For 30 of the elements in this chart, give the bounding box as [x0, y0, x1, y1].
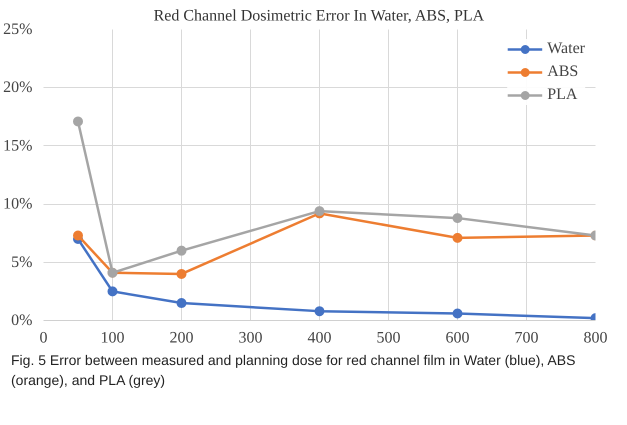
point — [73, 230, 83, 241]
point — [176, 246, 186, 256]
point — [73, 116, 83, 126]
y-tick-label: 20% — [3, 79, 32, 96]
point — [108, 286, 118, 296]
x-tick-label: 200 — [170, 330, 194, 346]
point — [314, 306, 324, 316]
caption: Fig. 5 Error between measured and planning dose for red channel film in Water (blue), ABS (orange), and PLA (grey) — [11, 351, 576, 390]
x-tick-label: 300 — [238, 330, 262, 346]
y-tick-label: 25% — [3, 21, 32, 38]
x-tick-label: 400 — [308, 330, 332, 346]
legend-label: Water — [547, 40, 585, 58]
point — [452, 213, 462, 224]
point — [452, 232, 462, 243]
x-tick-label: 500 — [376, 330, 400, 346]
x-tick-label: 0 — [40, 330, 48, 346]
x-tick-label: 700 — [514, 330, 538, 346]
point — [176, 268, 186, 279]
chart-title: Red Channel Dosimetric Error In Water, ABS, PLA — [154, 8, 485, 24]
x-tick-label: 600 — [446, 330, 470, 346]
y-tick-label: 15% — [3, 137, 32, 154]
x-tick-label: 100 — [100, 330, 124, 346]
x-tick-label: 800 — [584, 330, 608, 346]
y-tick-label: 0% — [11, 312, 32, 329]
y-tick-label: 5% — [11, 254, 32, 271]
y-tick-label: 10% — [3, 196, 32, 213]
legend-label: PLA — [547, 86, 578, 104]
legend-label: ABS — [547, 63, 578, 81]
point — [176, 298, 186, 308]
point — [452, 308, 462, 319]
